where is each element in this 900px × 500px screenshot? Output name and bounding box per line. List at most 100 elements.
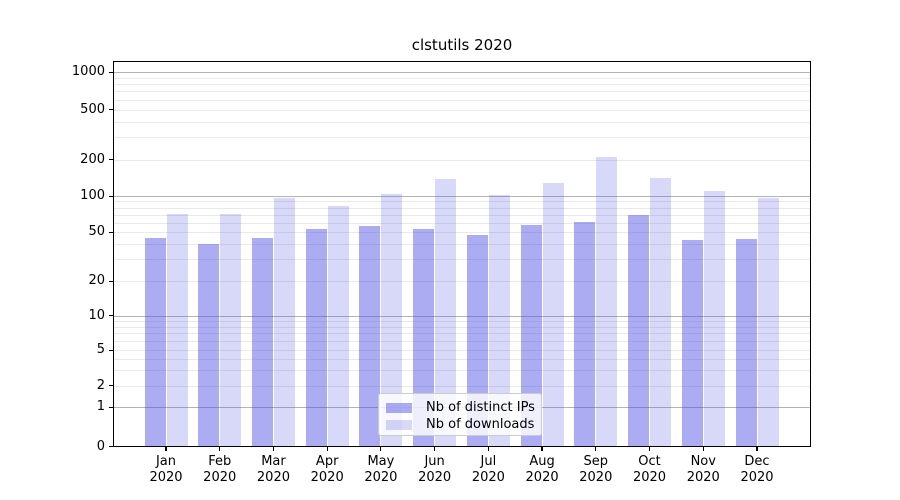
gridline-minor [114, 340, 810, 342]
y-tick [109, 231, 113, 233]
bar-distinct-ips [305, 228, 327, 446]
x-tick-year: 2020 [525, 470, 559, 485]
gridline-minor [114, 159, 810, 161]
x-tick-year: 2020 [149, 470, 183, 485]
x-tick-label: Oct 2020 [618, 454, 682, 486]
gridline-minor [114, 244, 810, 245]
bar-downloads [650, 177, 672, 446]
x-tick [434, 447, 436, 451]
y-tick-label: 5 [96, 342, 105, 357]
bar-distinct-ips [574, 221, 596, 446]
y-tick [109, 385, 113, 387]
x-tick-year: 2020 [364, 470, 398, 485]
gridline-minor [114, 222, 810, 224]
y-tick-label: 10 [88, 307, 105, 323]
bar-distinct-ips [198, 244, 220, 446]
y-tick [109, 446, 113, 448]
x-tick-month: Aug [529, 454, 555, 469]
legend: Nb of distinct IPs Nb of downloads [378, 393, 542, 436]
legend-item: Nb of downloads [386, 416, 534, 433]
x-tick-label: Mar 2020 [241, 454, 305, 486]
bar-downloads [596, 156, 618, 446]
x-tick-label: Jan 2020 [134, 454, 198, 486]
x-tick-year: 2020 [310, 470, 344, 485]
chart-title: clstutils 2020 [411, 36, 513, 54]
y-tick-label: 20 [88, 273, 105, 289]
bar-downloads [166, 213, 188, 446]
x-tick [272, 447, 275, 451]
legend-item: Nb of distinct IPs [386, 399, 535, 416]
x-tick-month: Oct [638, 454, 661, 469]
x-tick-month: Nov [690, 454, 716, 469]
x-tick-label: Jul 2020 [456, 454, 520, 486]
gridline-minor [114, 281, 810, 283]
y-tick-label: 100 [80, 188, 105, 203]
y-tick [109, 195, 113, 197]
y-tick [109, 280, 113, 282]
x-tick-label: Feb 2020 [188, 454, 252, 486]
gridline-minor [114, 84, 810, 86]
x-tick [595, 447, 597, 451]
y-tick-label: 50 [88, 224, 105, 239]
gridline-major [114, 315, 810, 317]
gridline-minor [114, 99, 810, 101]
x-tick-month: Jul [480, 454, 497, 469]
bar-distinct-ips [413, 228, 435, 446]
x-tick-month: Mar [261, 454, 286, 469]
x-tick [648, 447, 651, 451]
legend-label-ips: Nb of distinct IPs [426, 400, 535, 415]
bar-distinct-ips [359, 226, 381, 446]
bar-downloads [220, 213, 242, 446]
y-tick [109, 109, 113, 111]
x-tick [702, 447, 704, 451]
gridline-minor [114, 207, 810, 209]
gridline-minor [114, 326, 810, 328]
gridline-minor [114, 121, 810, 123]
y-tick-label: 0 [96, 438, 105, 454]
y-tick-label: 1000 [71, 64, 105, 79]
bar-downloads [703, 191, 725, 446]
x-tick-month: Jun [424, 454, 445, 469]
y-tick-label: 2 [96, 377, 105, 393]
bar-downloads [327, 205, 349, 446]
bar-downloads [273, 197, 295, 446]
gridline-minor [114, 109, 810, 111]
bar-downloads [435, 179, 457, 446]
x-tick-year: 2020 [256, 470, 290, 485]
x-tick-label: Dec 2020 [725, 454, 789, 486]
bar-distinct-ips [628, 214, 650, 446]
x-tick-year: 2020 [632, 470, 667, 485]
y-tick-label: 500 [80, 101, 105, 117]
bar-distinct-ips [520, 225, 542, 446]
gridline-minor [114, 91, 810, 93]
gridline-minor [114, 77, 810, 79]
x-tick-year: 2020 [203, 470, 237, 485]
y-tick-label: 1 [96, 399, 105, 414]
x-tick-year: 2020 [579, 470, 613, 485]
x-tick-month: May [367, 454, 395, 469]
x-tick [756, 447, 758, 451]
gridline-minor [114, 201, 810, 203]
gridline-minor [114, 259, 810, 261]
x-tick-year: 2020 [686, 470, 720, 485]
bar-distinct-ips [144, 237, 166, 446]
x-tick-year: 2020 [418, 470, 452, 485]
gridline-minor [114, 232, 810, 233]
x-tick [165, 447, 167, 451]
x-tick-label: Aug 2020 [510, 454, 574, 486]
x-tick-month: Dec [744, 454, 770, 469]
gridline-major [114, 72, 810, 73]
x-tick-label: Apr 2020 [295, 454, 359, 486]
x-tick-year: 2020 [740, 470, 774, 485]
y-tick [109, 406, 113, 408]
bar-distinct-ips [251, 237, 273, 446]
x-tick [487, 447, 489, 451]
x-tick-label: Nov 2020 [671, 454, 735, 486]
gridline-minor [114, 137, 810, 139]
x-tick-month: Jan [155, 454, 177, 469]
x-tick [326, 447, 328, 451]
x-tick-year: 2020 [471, 470, 505, 485]
gridline-minor [114, 385, 810, 387]
x-tick [380, 447, 382, 451]
